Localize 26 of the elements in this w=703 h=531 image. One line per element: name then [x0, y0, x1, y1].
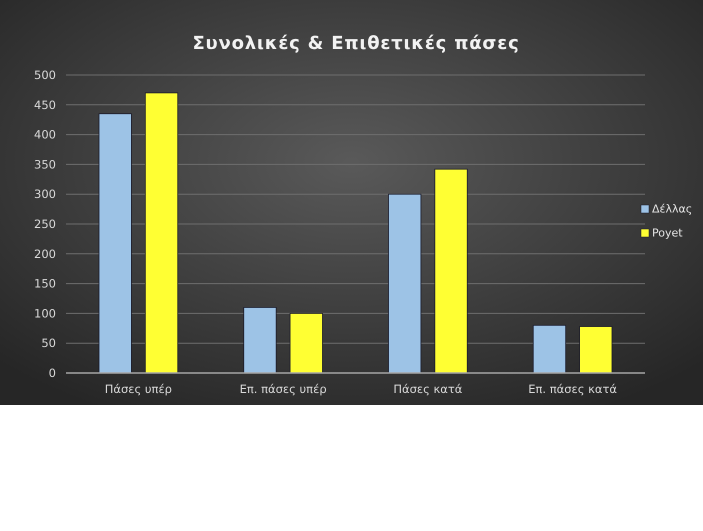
y-tick-label: 0 — [48, 366, 56, 380]
x-tick-label: Επ. πάσες κατά — [528, 382, 618, 396]
bar — [434, 168, 468, 374]
bar — [290, 313, 323, 374]
y-tick-label: 50 — [41, 336, 56, 350]
y-tick-label: 400 — [34, 128, 56, 142]
bar — [98, 113, 132, 374]
y-tick-label: 200 — [34, 246, 56, 261]
bar — [388, 194, 422, 374]
y-tick-label: 250 — [34, 217, 56, 232]
y-tick-label: 450 — [34, 98, 56, 112]
bar — [579, 326, 612, 374]
y-tick-label: 150 — [34, 276, 56, 291]
bar — [144, 92, 178, 374]
legend-label: Δέλλας — [652, 202, 692, 216]
x-tick-label: Επ. πάσες υπέρ — [240, 382, 327, 396]
x-tick-label: Πάσες κατά — [393, 382, 463, 396]
legend-label: Poyet — [652, 226, 684, 240]
y-tick-label: 350 — [34, 157, 56, 172]
bar — [243, 307, 277, 374]
bar — [532, 324, 566, 374]
y-tick-label: 500 — [34, 68, 56, 82]
y-tick-label: 100 — [34, 306, 56, 320]
x-tick-label: Πάσες υπέρ — [104, 382, 172, 396]
y-tick-label: 300 — [34, 187, 56, 202]
chart-title: Συνολικές & Επιθετικές πάσες — [192, 33, 520, 54]
